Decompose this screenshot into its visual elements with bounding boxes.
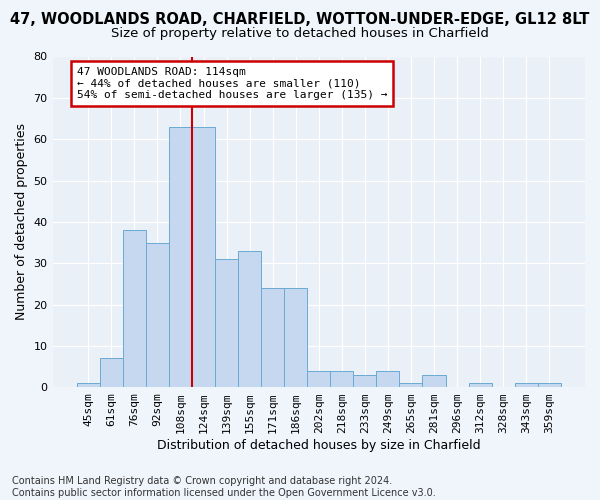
Bar: [77, 383, 100, 387]
Bar: [261, 288, 284, 387]
Bar: [376, 370, 400, 387]
Text: 47 WOODLANDS ROAD: 114sqm
← 44% of detached houses are smaller (110)
54% of semi: 47 WOODLANDS ROAD: 114sqm ← 44% of detac…: [77, 67, 387, 100]
Bar: [192, 127, 215, 387]
Bar: [100, 358, 123, 387]
Bar: [538, 383, 561, 387]
Y-axis label: Number of detached properties: Number of detached properties: [15, 124, 28, 320]
Bar: [515, 383, 538, 387]
Bar: [215, 259, 238, 387]
Text: 47, WOODLANDS ROAD, CHARFIELD, WOTTON-UNDER-EDGE, GL12 8LT: 47, WOODLANDS ROAD, CHARFIELD, WOTTON-UN…: [10, 12, 590, 26]
X-axis label: Distribution of detached houses by size in Charfield: Distribution of detached houses by size …: [157, 440, 481, 452]
Text: Size of property relative to detached houses in Charfield: Size of property relative to detached ho…: [111, 26, 489, 40]
Text: Contains HM Land Registry data © Crown copyright and database right 2024.
Contai: Contains HM Land Registry data © Crown c…: [12, 476, 436, 498]
Bar: [284, 288, 307, 387]
Bar: [169, 127, 192, 387]
Bar: [238, 251, 261, 387]
Bar: [400, 383, 422, 387]
Bar: [469, 383, 491, 387]
Bar: [123, 230, 146, 387]
Bar: [353, 375, 376, 387]
Bar: [330, 370, 353, 387]
Bar: [307, 370, 330, 387]
Bar: [422, 375, 446, 387]
Bar: [146, 242, 169, 387]
